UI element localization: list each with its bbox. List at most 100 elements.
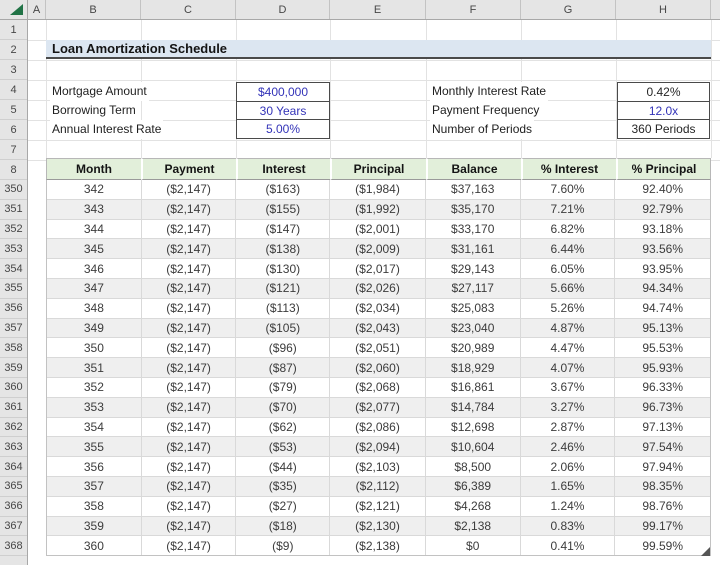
table-cell[interactable]: ($2,147) — [142, 338, 237, 358]
table-cell[interactable]: ($2,034) — [330, 298, 426, 318]
column-header-cell[interactable]: % Principal — [616, 158, 711, 180]
table-cell[interactable]: ($2,103) — [330, 457, 426, 476]
column-letter[interactable]: E — [330, 0, 426, 19]
table-cell[interactable]: ($2,147) — [142, 457, 237, 476]
monthly-interest-rate-value[interactable]: 0.42% — [618, 83, 709, 102]
column-header-cell[interactable]: Balance — [426, 158, 521, 180]
table-cell[interactable]: 95.93% — [642, 360, 684, 375]
table-cell[interactable]: ($18) — [236, 516, 331, 536]
table-cell[interactable]: ($2,112) — [330, 476, 426, 496]
row-number[interactable]: 6 — [0, 120, 27, 140]
table-cell[interactable]: 342 — [47, 180, 142, 199]
table-cell[interactable]: ($147) — [236, 219, 331, 239]
annual-interest-rate-label[interactable]: Annual Interest Rate — [50, 120, 164, 139]
table-cell[interactable]: ($2,130) — [330, 516, 426, 536]
row-number[interactable]: 359 — [0, 358, 27, 378]
row-number[interactable]: 8 — [0, 160, 27, 180]
table-cell[interactable]: ($2,017) — [330, 259, 426, 278]
table-cell[interactable]: ($163) — [236, 180, 331, 199]
table-cell[interactable]: ($2,094) — [330, 437, 426, 457]
row-number[interactable]: 366 — [0, 497, 27, 517]
table-cell[interactable]: ($2,051) — [330, 338, 426, 358]
table-cell[interactable]: 358 — [47, 496, 142, 516]
row-number[interactable]: 367 — [0, 517, 27, 537]
table-cell[interactable]: ($1,984) — [330, 180, 426, 199]
table-cell[interactable]: ($2,121) — [330, 496, 426, 516]
row-number[interactable]: 365 — [0, 477, 27, 497]
table-cell[interactable]: ($2,043) — [330, 318, 426, 338]
table-cell[interactable]: $0 — [426, 536, 521, 556]
table-cell[interactable]: ($2,009) — [330, 239, 426, 259]
table-cell[interactable]: 94.34% — [642, 281, 684, 296]
column-letter[interactable]: F — [426, 0, 521, 19]
row-number[interactable]: 351 — [0, 200, 27, 220]
table-cell[interactable]: $23,040 — [426, 318, 521, 338]
table-cell[interactable]: 92.79% — [642, 202, 684, 217]
row-number[interactable]: 355 — [0, 279, 27, 299]
table-cell[interactable]: 92.40% — [642, 182, 684, 197]
table-cell[interactable]: 352 — [47, 377, 142, 397]
table-cell[interactable]: ($2,147) — [142, 199, 237, 219]
table-cell[interactable]: ($53) — [236, 437, 331, 457]
table-cell[interactable]: 98.76% — [642, 499, 684, 514]
table-cell[interactable]: $14,784 — [426, 397, 521, 417]
column-letter[interactable]: D — [236, 0, 330, 19]
column-header-cell[interactable]: Month — [46, 158, 141, 180]
table-cell[interactable]: 2.87% — [521, 417, 616, 437]
table-cell[interactable]: ($2,147) — [142, 298, 237, 318]
table-cell[interactable]: $16,861 — [426, 377, 521, 397]
table-cell[interactable]: 93.56% — [642, 241, 684, 256]
table-cell[interactable]: 356 — [47, 457, 142, 476]
table-cell[interactable]: ($2,147) — [142, 476, 237, 496]
table-cell[interactable]: ($79) — [236, 377, 331, 397]
table-cell[interactable]: 346 — [47, 259, 142, 278]
table-cell[interactable]: 3.27% — [521, 397, 616, 417]
table-cell[interactable]: ($2,147) — [142, 536, 237, 556]
table-cell[interactable]: 347 — [47, 278, 142, 298]
row-number[interactable]: 364 — [0, 457, 27, 477]
table-cell[interactable]: ($2,147) — [142, 278, 237, 298]
table-cell[interactable]: 5.66% — [521, 278, 616, 298]
row-number[interactable]: 358 — [0, 338, 27, 359]
table-cell[interactable]: 95.53% — [642, 340, 684, 355]
column-letter[interactable]: H — [616, 0, 711, 19]
table-cell[interactable]: ($2,077) — [330, 397, 426, 417]
table-cell[interactable]: 99.59% — [642, 538, 684, 553]
row-number[interactable]: 3 — [0, 60, 27, 80]
annual-interest-rate-value[interactable]: 5.00% — [265, 122, 301, 137]
table-cell[interactable]: ($2,147) — [142, 516, 237, 536]
number-of-periods-value[interactable]: 360 Periods — [631, 122, 696, 137]
table-cell[interactable]: ($2,147) — [142, 239, 237, 259]
row-number[interactable]: 4 — [0, 80, 27, 100]
table-cell[interactable]: ($130) — [236, 259, 331, 278]
table-cell[interactable]: $4,268 — [426, 496, 521, 516]
table-cell[interactable]: ($9) — [236, 536, 331, 556]
table-cell[interactable]: 95.13% — [642, 320, 684, 335]
table-cell[interactable]: 355 — [47, 437, 142, 457]
column-letter[interactable]: C — [141, 0, 236, 19]
table-cell[interactable]: 0.83% — [521, 516, 616, 536]
table-cell[interactable]: 2.06% — [521, 457, 616, 476]
table-cell[interactable]: 93.95% — [642, 261, 684, 276]
table-cell[interactable]: 96.73% — [642, 400, 684, 415]
row-number[interactable]: 360 — [0, 378, 27, 398]
table-cell[interactable]: $6,389 — [426, 476, 521, 496]
table-cell[interactable]: 3.67% — [521, 377, 616, 397]
payment-frequency-value[interactable]: 12.0x — [618, 102, 709, 121]
table-cell[interactable]: ($2,068) — [330, 377, 426, 397]
table-cell[interactable]: 98.35% — [642, 479, 684, 494]
table-cell[interactable]: 97.94% — [642, 459, 684, 474]
row-number[interactable]: 356 — [0, 299, 27, 319]
table-cell[interactable]: 6.05% — [521, 259, 616, 278]
table-cell[interactable]: 359 — [47, 516, 142, 536]
table-cell[interactable]: $10,604 — [426, 437, 521, 457]
table-cell[interactable]: 7.60% — [521, 180, 616, 199]
borrowing-term-label[interactable]: Borrowing Term — [50, 101, 138, 120]
table-cell[interactable]: 2.46% — [521, 437, 616, 457]
table-cell[interactable]: 6.44% — [521, 239, 616, 259]
table-cell[interactable]: $12,698 — [426, 417, 521, 437]
table-cell[interactable]: ($2,147) — [142, 377, 237, 397]
table-cell[interactable]: 350 — [47, 338, 142, 358]
row-number[interactable]: 361 — [0, 398, 27, 418]
table-cell[interactable]: 7.21% — [521, 199, 616, 219]
